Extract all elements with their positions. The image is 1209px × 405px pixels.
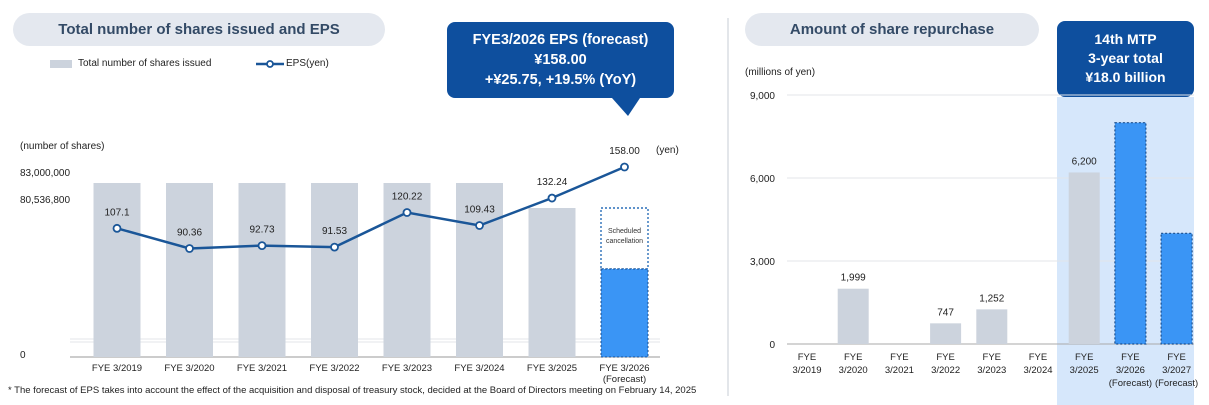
right-x-tick-label: 3/2021 [885,365,914,376]
right-x-tick-label: FYE [890,352,908,363]
eps-data-label: 91.53 [322,226,347,237]
eps-point [257,241,267,251]
eps-callout-line1: FYE3/2026 EPS (forecast) [472,32,649,48]
right-x-tick-label: 3/2027 [1162,365,1191,376]
left-x-tick-label: (Forecast) [603,374,646,385]
eps-point [112,223,122,233]
mtp-callout-line2: 3-year total [1088,50,1163,66]
eps-data-label: 107.1 [104,207,129,218]
shares-bar [238,183,286,357]
shares-bar [93,183,141,357]
repurchase-data-label: 6,200 [1072,156,1097,167]
right-x-tick-label: FYE [1029,352,1047,363]
shares-bar [166,183,213,357]
eps-point [475,221,484,230]
shares-bar [456,183,503,357]
eps-data-label: 90.36 [177,228,202,239]
shares-bar [528,208,576,357]
mtp-callout-line1: 14th MTP [1094,31,1157,47]
eps-point [185,244,194,253]
repurchase-data-label: 747 [937,307,954,318]
left-panel-title: Total number of shares issued and EPS [13,13,385,46]
scheduled-cancellation-label: cancellation [606,238,643,245]
repurchase-forecast-bar [1114,122,1147,345]
right-y-tick-label: 0 [769,340,775,351]
repurchase-data-label: 1,252 [979,293,1004,304]
legend-eps-swatch [256,60,284,68]
shares-bar [311,183,358,357]
right-x-tick-label: FYE [1121,352,1139,363]
scheduled-cancellation-label: Scheduled [608,228,641,235]
left-x-tick-label: FYE 3/2023 [382,363,432,374]
right-y-tick-label: 3,000 [750,257,775,268]
repurchase-bar [837,288,869,344]
eps-line [116,165,625,250]
legend-shares-swatch [50,60,72,68]
eps-callout-line2: ¥158.00 [534,52,587,68]
eps-point [402,208,412,217]
left-x-tick-label: FYE 3/2022 [309,363,359,374]
eps-data-label: 120.22 [392,192,423,203]
mtp-callout-line3: ¥18.0 billion [1085,69,1166,85]
eps-forecast-callout: FYE3/2026 EPS (forecast) ¥158.00 +¥25.75… [447,22,674,98]
left-x-tick-label: FYE 3/2025 [527,363,577,374]
legend-eps-label: EPS(yen) [286,58,329,69]
right-x-tick-label: FYE [983,352,1001,363]
left-x-tick-label: FYE 3/2026 [599,363,649,374]
right-x-tick-label: 3/2019 [792,365,821,376]
eps-point [330,242,339,252]
eps-point [547,193,557,203]
repurchase-bar [1068,172,1100,344]
left-y-tick-label: 0 [20,350,26,361]
right-x-tick-label: FYE [798,352,816,363]
left-y-unit: (number of shares) [20,141,105,152]
eps-callout-pointer [612,98,640,116]
eps-callout-line3: +¥25.75, +19.5% (YoY) [484,72,637,88]
left-x-tick-label: FYE 3/2024 [454,363,504,374]
right-x-tick-label: FYE [936,352,954,363]
shares-forecast-bar [600,268,649,358]
left-x-tick-label: FYE 3/2019 [92,363,142,374]
right-x-tick-label: 3/2025 [1070,365,1099,376]
right-y-unit: (millions of yen) [745,67,816,78]
scheduled-cancellation-bar [600,207,649,270]
repurchase-bar [976,309,1008,344]
repurchase-bar [930,323,962,344]
legend-shares-label: Total number of shares issued [78,58,212,69]
mtp-total-callout: 14th MTP 3-year total ¥18.0 billion [1057,21,1194,97]
right-x-tick-label: 3/2023 [977,365,1006,376]
right-y-tick-label: 6,000 [750,174,775,185]
panel-divider [727,18,729,396]
right-x-tick-label: 3/2022 [931,365,960,376]
eps-data-label: 132.24 [537,177,568,188]
right-x-tick-label: FYE [844,352,862,363]
left-x-tick-label: FYE 3/2021 [237,363,287,374]
right-x-tick-label: FYE [1075,352,1093,363]
left-y-tick-label: 83,000,000 [20,168,70,179]
right-panel-title: Amount of share repurchase [745,13,1039,46]
repurchase-data-label: 1,999 [841,273,866,284]
eps-point [620,162,629,172]
right-x-tick-label: FYE [1167,352,1185,363]
right-x-tick-label: (Forecast) [1155,378,1198,389]
right-x-tick-label: 3/2020 [839,365,868,376]
left-y-tick-label: 80,536,800 [20,195,70,206]
right-y-tick-label: 9,000 [750,91,775,102]
eps-data-label: 158.00 [609,146,640,157]
left-x-tick-label: FYE 3/2020 [164,363,214,374]
eps-footnote: * The forecast of EPS takes into account… [8,385,697,396]
right-x-tick-label: 3/2026 [1116,365,1145,376]
right-x-tick-label: (Forecast) [1109,378,1152,389]
left-y2-unit: (yen) [656,145,679,156]
repurchase-forecast-bar [1160,232,1193,345]
right-x-tick-label: 3/2024 [1023,365,1052,376]
eps-data-label: 109.43 [464,205,495,216]
eps-data-label: 92.73 [249,225,274,236]
